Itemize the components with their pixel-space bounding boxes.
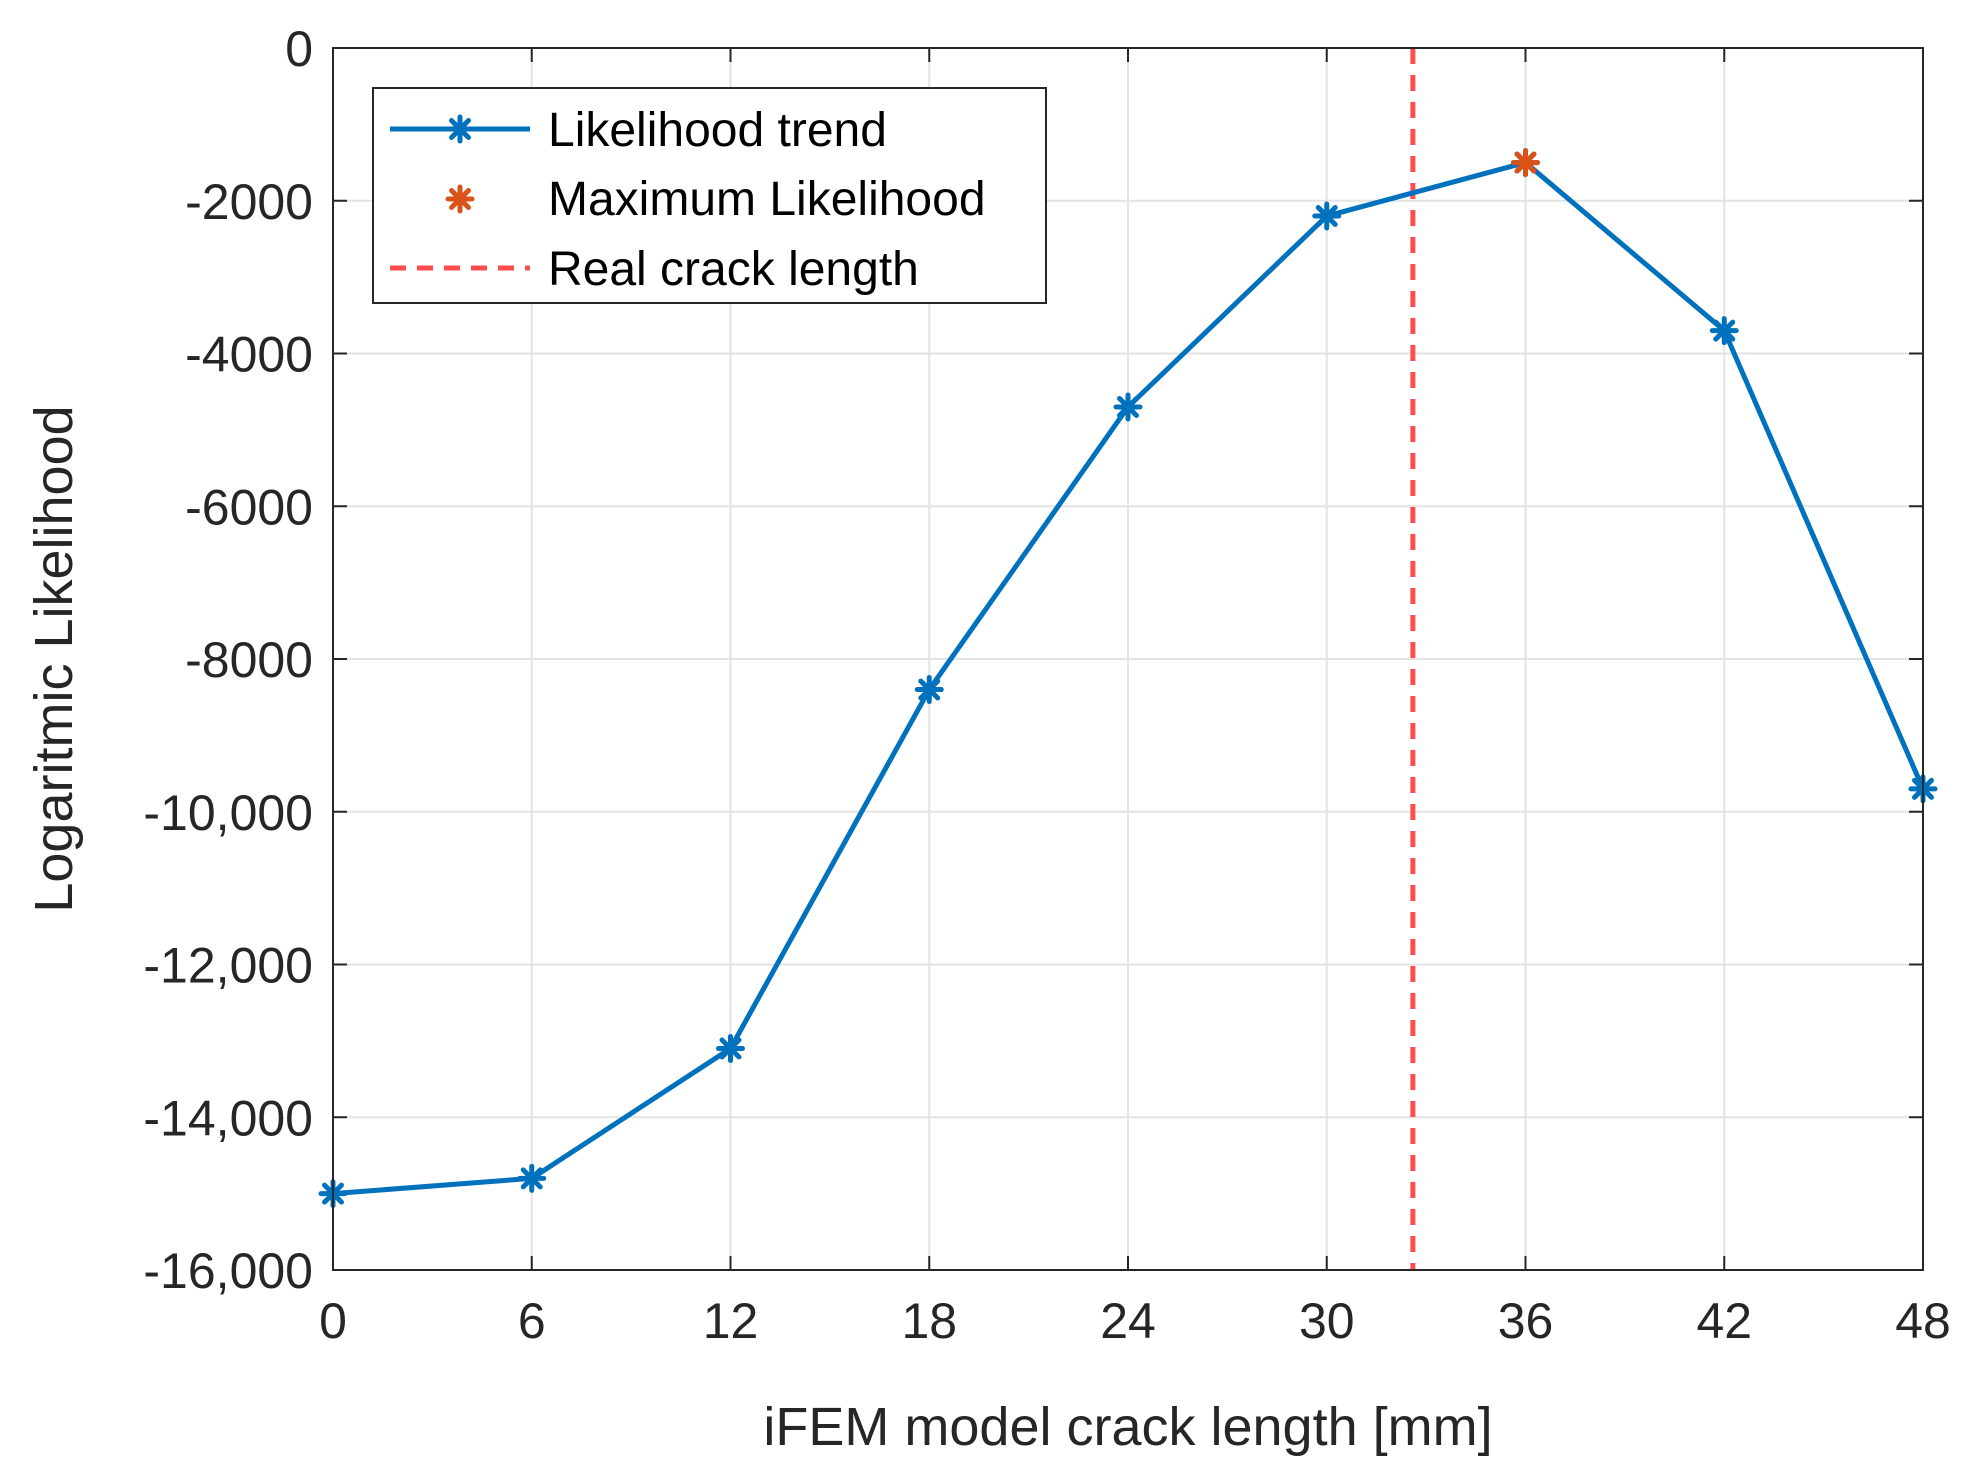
likelihood-trend-point xyxy=(914,675,944,705)
series-layer xyxy=(318,48,1938,1270)
likelihood-trend-point-stroke xyxy=(1315,205,1338,228)
legend-swatch-trend-marker xyxy=(445,114,475,144)
likelihood-trend-point-stroke xyxy=(520,1167,543,1190)
likelihood-trend-point xyxy=(1312,201,1342,231)
legend-label-max: Maximum Likelihood xyxy=(548,173,986,226)
likelihood-trend-point-stroke xyxy=(918,678,941,701)
legend-max-star xyxy=(445,184,475,214)
x-tick-label: 12 xyxy=(703,1293,759,1349)
legend-trend-star xyxy=(445,114,475,144)
ticks: 0 6 12 18 24 30 36 42 48 0 -2000 -4000 -6000 -8000 -10… xyxy=(143,21,1950,1349)
legend-max-star-stroke xyxy=(449,188,471,210)
x-tick-label: 18 xyxy=(901,1293,957,1349)
maximum-likelihood-point-stroke xyxy=(1514,151,1537,174)
y-axis-label: Logaritmic Likelihood xyxy=(24,405,84,912)
legend-trend-star-stroke xyxy=(449,118,471,140)
x-tick-label: 36 xyxy=(1498,1293,1554,1349)
y-tick-label: -14,000 xyxy=(143,1090,313,1146)
likelihood-trend-point-stroke xyxy=(719,1037,742,1060)
x-tick-label: 24 xyxy=(1100,1293,1156,1349)
y-tick-label: -16,000 xyxy=(143,1243,313,1299)
legend-label-real-crack: Real crack length xyxy=(548,243,919,296)
y-tick-label: 0 xyxy=(285,21,313,77)
legend-swatch-max-marker xyxy=(445,184,475,214)
y-tick-label: -2000 xyxy=(185,174,313,230)
likelihood-trend-point-stroke xyxy=(1713,319,1736,342)
legend-label-trend: Likelihood trend xyxy=(548,104,887,157)
x-tick-label: 30 xyxy=(1299,1293,1355,1349)
likelihood-trend-point xyxy=(1113,392,1143,422)
maximum-likelihood-point xyxy=(1511,148,1540,178)
likelihood-trend-point xyxy=(517,1163,547,1193)
x-tick-label: 0 xyxy=(319,1293,347,1349)
x-tick-label: 48 xyxy=(1895,1293,1951,1349)
legend: Likelihood trend Maximum Likelihood Real… xyxy=(372,87,1047,304)
x-tick-label: 6 xyxy=(518,1293,546,1349)
y-tick-label: -6000 xyxy=(185,479,313,535)
y-tick-label: -12,000 xyxy=(143,938,313,994)
likelihood-trend-point-stroke xyxy=(1117,395,1139,418)
x-tick-label: 42 xyxy=(1696,1293,1752,1349)
y-tick-label: -8000 xyxy=(185,632,313,688)
likelihood-trend-point xyxy=(1709,316,1739,346)
y-tick-label: -10,000 xyxy=(143,785,313,841)
x-axis-label: iFEM model crack length [mm] xyxy=(763,1397,1492,1457)
likelihood-trend-point xyxy=(716,1034,745,1064)
y-tick-label: -4000 xyxy=(185,327,313,383)
